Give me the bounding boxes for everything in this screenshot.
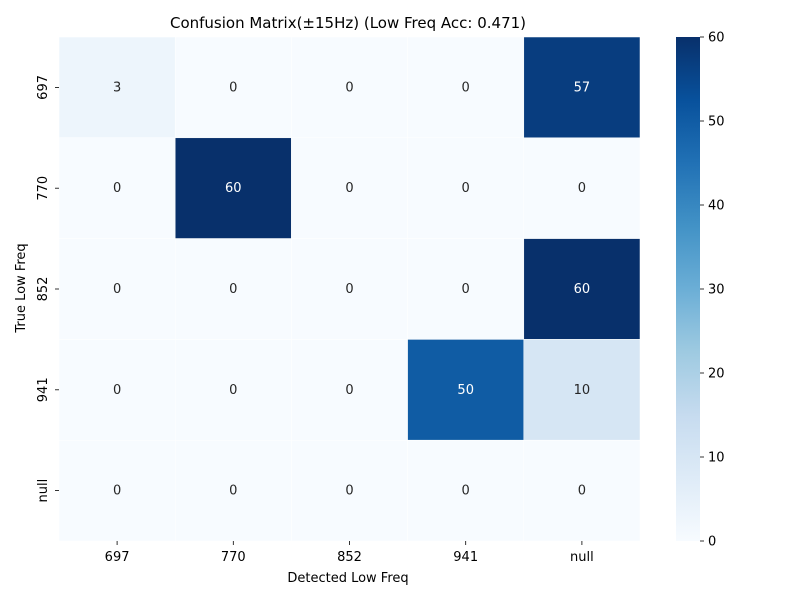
x-tick-label: 770 [221, 550, 246, 565]
heatmap-cell [523, 339, 641, 441]
x-tick-label: null [570, 550, 594, 565]
colorbar-ticks: 0 10 20 30 40 50 60 [700, 31, 725, 550]
cell-value-label: 0 [229, 484, 237, 499]
cell-value-label: 0 [345, 383, 353, 398]
heatmap-cells: 3 0 0 0 570 60 0 0 00 0 0 0 600 0 0 50 100 0 0 0 0 [58, 36, 641, 542]
cell-value-label: 0 [345, 80, 353, 95]
heatmap-cell [291, 439, 408, 542]
cell-value-label: 0 [113, 484, 121, 499]
heatmap-cell [174, 439, 292, 542]
cell-value-label: 0 [229, 383, 237, 398]
cell-value-label: 0 [578, 181, 586, 196]
colorbar-tick-label: 10 [708, 451, 725, 466]
x-tick-label: 852 [337, 550, 362, 565]
y-tick-label: null [36, 479, 51, 503]
heatmap-cell [58, 439, 176, 542]
cell-value-label: 57 [574, 80, 591, 95]
colorbar-tick-label: 30 [708, 283, 725, 298]
heatmap-cell [291, 339, 408, 441]
cell-value-label: 0 [113, 282, 121, 297]
x-axis-label: Detected Low Freq [287, 571, 408, 586]
cell-value-label: 0 [578, 484, 586, 499]
cell-value-label: 0 [462, 181, 470, 196]
chart-title: Confusion Matrix(±15Hz) (Low Freq Acc: 0… [170, 14, 526, 32]
cell-value-label: 0 [462, 80, 470, 95]
y-axis-ticks: 697 770 852 941 null [36, 75, 59, 502]
heatmap-cell [58, 36, 176, 139]
heatmap-cell [523, 238, 641, 340]
colorbar-tick-label: 0 [708, 535, 716, 550]
colorbar-tick-label: 20 [708, 367, 725, 382]
colorbar-tick-label: 40 [708, 199, 725, 214]
x-axis-ticks: 697 770 852 941 null [105, 541, 594, 565]
heatmap-cell [407, 238, 525, 340]
heatmap-cell [523, 439, 641, 542]
y-axis-label: True Low Freq [14, 243, 29, 333]
colorbar [676, 37, 700, 541]
x-tick-label: 941 [453, 550, 478, 565]
cell-value-label: 0 [462, 484, 470, 499]
cell-value-label: 0 [345, 484, 353, 499]
cell-value-label: 60 [574, 282, 591, 297]
cell-value-label: 50 [457, 383, 474, 398]
heatmap-cell [523, 36, 641, 139]
y-tick-label: 852 [36, 277, 51, 302]
cell-value-label: 0 [229, 80, 237, 95]
cell-value-label: 0 [113, 383, 121, 398]
cell-value-label: 0 [345, 181, 353, 196]
cell-value-label: 0 [113, 181, 121, 196]
heatmap-cell [58, 137, 176, 239]
y-tick-label: 770 [36, 176, 51, 201]
heatmap-cell [174, 137, 292, 239]
heatmap-cell [291, 238, 408, 340]
y-tick-label: 697 [36, 75, 51, 100]
cell-value-label: 0 [229, 282, 237, 297]
cell-value-label: 3 [113, 80, 121, 95]
heatmap-cell [174, 238, 292, 340]
colorbar-tick-label: 60 [708, 31, 725, 46]
heatmap-cell [174, 36, 292, 139]
heatmap-cell [174, 339, 292, 441]
heatmap-cell [407, 339, 525, 441]
heatmap-cell [523, 137, 641, 239]
heatmap-cell [291, 36, 408, 139]
cell-value-label: 60 [225, 181, 242, 196]
heatmap-cell [291, 137, 408, 239]
colorbar-tick-label: 50 [708, 115, 725, 130]
cell-value-label: 0 [345, 282, 353, 297]
heatmap-cell [407, 36, 525, 139]
y-tick-label: 941 [36, 377, 51, 402]
x-tick-label: 697 [105, 550, 130, 565]
cell-value-label: 10 [574, 383, 591, 398]
cell-value-label: 0 [462, 282, 470, 297]
